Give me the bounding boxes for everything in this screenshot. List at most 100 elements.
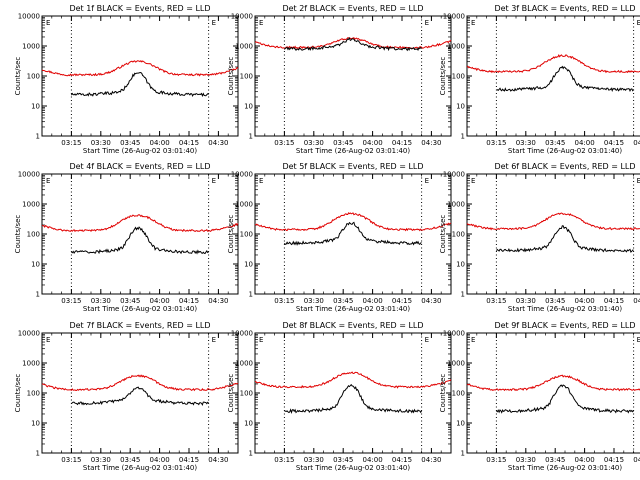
chart-panel-3: Det 3f BLACK = Events, RED = LLD 1 10 100 10… bbox=[439, 4, 640, 155]
y-axis-label: Counts/sec bbox=[439, 57, 447, 96]
series-line-red bbox=[254, 212, 452, 232]
x-tick-label: 03:45 bbox=[545, 456, 565, 464]
chart-title: Det 8f BLACK = Events, RED = LLD bbox=[282, 321, 423, 330]
x-tick-label: 04:30 bbox=[208, 456, 228, 464]
series-line-black bbox=[284, 383, 423, 414]
x-tick-label: 04:30 bbox=[633, 139, 640, 147]
x-tick-label: 04:00 bbox=[575, 139, 595, 147]
chart-title: Det 9f BLACK = Events, RED = LLD bbox=[494, 321, 635, 330]
event-marker-label: E bbox=[637, 336, 640, 344]
chart-title: Det 4f BLACK = Events, RED = LLD bbox=[69, 162, 210, 171]
series-line-red bbox=[254, 371, 452, 389]
y-tick-label: 10 bbox=[456, 103, 465, 111]
y-tick-label: 1 bbox=[249, 450, 253, 458]
x-tick-label: 03:15 bbox=[61, 456, 81, 464]
chart-panel-5: Det 5f BLACK = Events, RED = LLD 1 10 100 10… bbox=[227, 162, 452, 313]
event-marker-label: E bbox=[471, 19, 475, 27]
y-tick-label: 100 bbox=[27, 390, 40, 398]
x-tick-label: 03:15 bbox=[61, 297, 81, 305]
x-tick-label: 03:30 bbox=[91, 456, 111, 464]
chart-title: Det 1f BLACK = Events, RED = LLD bbox=[69, 4, 210, 13]
y-tick-label: 1 bbox=[461, 291, 465, 299]
event-marker-label: E bbox=[212, 336, 216, 344]
y-tick-label: 1000 bbox=[235, 201, 253, 209]
x-tick-label: 04:30 bbox=[208, 297, 228, 305]
x-tick-label: 04:15 bbox=[604, 139, 624, 147]
x-tick-label: 04:15 bbox=[179, 139, 199, 147]
y-tick-label: 1 bbox=[36, 291, 40, 299]
y-tick-label: 10000 bbox=[443, 330, 465, 338]
y-tick-label: 1000 bbox=[235, 360, 253, 368]
chart-panel-2: Det 2f BLACK = Events, RED = LLD 1 10 100 10… bbox=[227, 4, 452, 155]
series-line-black bbox=[71, 386, 209, 406]
y-tick-label: 1 bbox=[461, 133, 465, 141]
series-line-black bbox=[496, 225, 634, 253]
x-tick-label: 04:30 bbox=[208, 139, 228, 147]
y-tick-label: 10000 bbox=[18, 171, 40, 179]
y-tick-label: 1 bbox=[36, 450, 40, 458]
y-axis-label: Counts/sec bbox=[14, 215, 22, 254]
y-tick-label: 10000 bbox=[443, 171, 465, 179]
series-line-black bbox=[496, 384, 634, 414]
event-marker-label: E bbox=[259, 177, 263, 185]
y-tick-label: 10 bbox=[31, 261, 40, 269]
x-axis-label: Start Time (26-Aug-02 03:01:40) bbox=[83, 147, 197, 155]
x-axis-label: Start Time (26-Aug-02 03:01:40) bbox=[508, 305, 622, 313]
plot-frame bbox=[466, 173, 640, 295]
series-line-red bbox=[466, 212, 640, 231]
x-tick-label: 03:15 bbox=[274, 297, 294, 305]
x-tick-label: 03:30 bbox=[516, 456, 536, 464]
series-line-black bbox=[284, 221, 422, 246]
y-tick-label: 1 bbox=[249, 133, 253, 141]
x-tick-label: 04:30 bbox=[421, 139, 441, 147]
event-marker-label: E bbox=[425, 177, 429, 185]
x-tick-label: 03:30 bbox=[91, 297, 111, 305]
x-tick-label: 03:30 bbox=[516, 297, 536, 305]
y-tick-label: 1000 bbox=[447, 360, 465, 368]
x-tick-label: 04:15 bbox=[392, 297, 412, 305]
y-tick-label: 100 bbox=[27, 73, 40, 81]
y-tick-label: 10 bbox=[456, 261, 465, 269]
y-axis-label: Counts/sec bbox=[14, 374, 22, 413]
x-tick-label: 03:30 bbox=[304, 456, 324, 464]
x-axis-label: Start Time (26-Aug-02 03:01:40) bbox=[296, 464, 410, 472]
x-tick-label: 04:30 bbox=[421, 456, 441, 464]
x-tick-label: 03:45 bbox=[333, 297, 353, 305]
x-tick-label: 03:30 bbox=[91, 139, 111, 147]
y-tick-label: 100 bbox=[27, 231, 40, 239]
x-tick-label: 04:30 bbox=[633, 297, 640, 305]
series-line-red bbox=[41, 374, 239, 392]
y-tick-label: 1000 bbox=[447, 201, 465, 209]
chart-panel-4: Det 4f BLACK = Events, RED = LLD 1 10 100 10… bbox=[14, 162, 239, 313]
y-axis-label: Counts/sec bbox=[439, 374, 447, 413]
y-tick-label: 10 bbox=[244, 261, 253, 269]
chart-panel-6: Det 6f BLACK = Events, RED = LLD 1 10 100 10… bbox=[439, 162, 640, 313]
y-tick-label: 1000 bbox=[22, 201, 40, 209]
event-marker-label: E bbox=[425, 336, 429, 344]
x-tick-label: 04:00 bbox=[150, 456, 170, 464]
event-marker-label: E bbox=[471, 336, 475, 344]
x-tick-label: 03:15 bbox=[61, 139, 81, 147]
event-marker-label: E bbox=[425, 19, 429, 27]
y-axis-label: Counts/sec bbox=[227, 215, 235, 254]
x-tick-label: 03:45 bbox=[545, 139, 565, 147]
x-tick-label: 03:15 bbox=[486, 456, 506, 464]
y-tick-label: 1000 bbox=[22, 43, 40, 51]
series-line-red bbox=[41, 214, 239, 233]
y-tick-label: 100 bbox=[240, 231, 253, 239]
x-axis-label: Start Time (26-Aug-02 03:01:40) bbox=[83, 305, 197, 313]
y-tick-label: 10000 bbox=[18, 13, 40, 21]
x-axis-label: Start Time (26-Aug-02 03:01:40) bbox=[508, 147, 622, 155]
series-line-black bbox=[71, 226, 209, 255]
series-line-black bbox=[496, 65, 635, 93]
chart-title: Det 6f BLACK = Events, RED = LLD bbox=[494, 162, 635, 171]
y-tick-label: 10000 bbox=[443, 13, 465, 21]
x-tick-label: 04:00 bbox=[150, 139, 170, 147]
x-tick-label: 04:15 bbox=[392, 139, 412, 147]
x-tick-label: 04:15 bbox=[604, 297, 624, 305]
y-axis-label: Counts/sec bbox=[14, 57, 22, 96]
y-tick-label: 10 bbox=[31, 103, 40, 111]
x-tick-label: 04:30 bbox=[633, 456, 640, 464]
series-line-red bbox=[466, 54, 640, 74]
x-tick-label: 03:45 bbox=[120, 139, 140, 147]
